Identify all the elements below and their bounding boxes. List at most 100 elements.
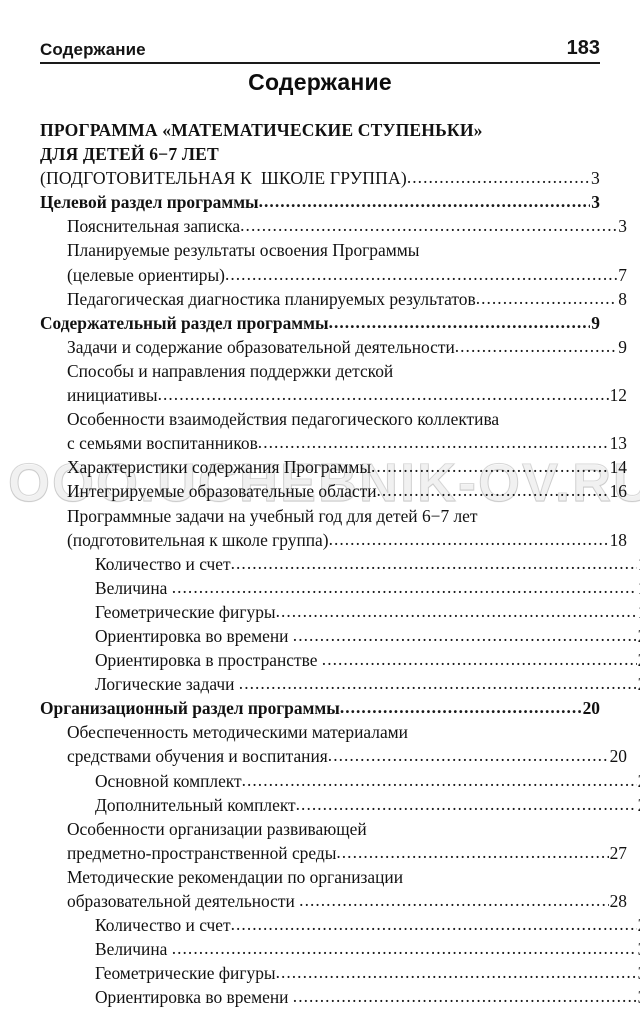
toc-entry-line[interactable]: Количество и счет.......................…	[95, 913, 640, 937]
toc-entry-title: (целевые ориентиры)	[67, 264, 225, 285]
toc-entry-line[interactable]: (ПОДГОТОВИТЕЛЬНАЯ К ШКОЛЕ ГРУППА).......…	[40, 166, 600, 190]
toc-entry-line[interactable]: Пояснительная записка...................…	[67, 214, 627, 238]
document-page: Содержание 183 Содержание OOO.UCHEBNIK-O…	[8, 28, 640, 1007]
toc-entry-line[interactable]: Целевой раздел программы................…	[40, 190, 600, 214]
toc-entry[interactable]: Величина ...............................…	[40, 576, 640, 600]
toc-leader-dots: ........................................…	[295, 793, 637, 814]
toc-entry[interactable]: ПРОГРАММА «МАТЕМАТИЧЕСКИЕ СТУПЕНЬКИ» ДЛЯ …	[40, 118, 600, 190]
toc-entry-line[interactable]: образовательной деятельности ...........…	[67, 889, 627, 913]
toc-entry-title: Характеристики содержания Программы	[67, 457, 372, 478]
toc-entry[interactable]: Ориентировка во времени ................…	[40, 985, 640, 1009]
toc-entry-title: Основной комплект	[95, 770, 242, 791]
toc-entry[interactable]: Величина ...............................…	[40, 937, 640, 961]
toc-leader-dots: ........................................…	[376, 480, 609, 501]
toc-entry-wrapped-line: Планируемые результаты освоения Программ…	[67, 238, 627, 262]
toc-entry[interactable]: Ориентировка во времени ................…	[40, 624, 640, 648]
toc-entry-title: Пояснительная записка	[67, 216, 241, 237]
toc-entry[interactable]: Особенности организации развивающей предм…	[40, 817, 627, 865]
toc-leader-dots: ........................................…	[275, 962, 637, 983]
running-header: Содержание 183	[40, 28, 600, 58]
toc-page-number: 29	[637, 913, 640, 937]
toc-entry-line[interactable]: Геометрические фигуры...................…	[95, 961, 640, 985]
toc-entry-line[interactable]: Интегрируемые образовательные области...…	[67, 479, 627, 503]
toc-entry-title: предметно-пространственной среды	[67, 842, 337, 863]
toc-entry-line[interactable]: Ориентировка во времени ................…	[95, 624, 640, 648]
toc-entry-title: Задачи и содержание образовательной деят…	[67, 336, 455, 357]
toc-page-number: 3	[591, 168, 600, 189]
toc-entry[interactable]: Основной комплект.......................…	[40, 769, 640, 793]
toc-leader-dots: ........................................…	[238, 673, 637, 694]
toc-entry[interactable]: Геометрические фигуры...................…	[40, 961, 640, 985]
toc-entry-line[interactable]: Содержательный раздел программы.........…	[40, 311, 600, 335]
toc-entry-line[interactable]: Количество и счет.......................…	[95, 552, 640, 576]
toc-page-number: 27	[609, 842, 627, 863]
toc-entry[interactable]: Целевой раздел программы................…	[40, 190, 600, 214]
toc-entry-line[interactable]: (подготовительная к школе группа).......…	[67, 528, 627, 552]
toc-entry[interactable]: Задачи и содержание образовательной деят…	[40, 335, 627, 359]
toc-entry[interactable]: Количество и счет.......................…	[40, 552, 640, 576]
toc-entry-line[interactable]: Педагогическая диагностика планируемых р…	[67, 287, 627, 311]
toc-entry[interactable]: Содержательный раздел программы.........…	[40, 311, 600, 335]
toc-entry-line[interactable]: Величина ...............................…	[95, 576, 640, 600]
toc-entry-line[interactable]: предметно-пространственной среды........…	[67, 841, 627, 865]
toc-entry[interactable]: Ориентировка в пространстве ............…	[40, 648, 640, 672]
toc-entry-line[interactable]: Организационный раздел программы........…	[40, 696, 600, 720]
toc-entry[interactable]: Пояснительная записка...................…	[40, 214, 627, 238]
running-header-title: Содержание	[40, 40, 146, 59]
toc-entry-title: Количество и счет	[95, 553, 231, 574]
toc-entry-line[interactable]: инициативы..............................…	[67, 383, 627, 407]
toc-page-number: 28	[609, 891, 627, 911]
toc-entry-wrapped-line: Способы и направления поддержки детской	[67, 359, 627, 383]
toc-entry-title: инициативы	[67, 385, 158, 406]
toc-entry[interactable]: Программные задачи на учебный год для де…	[40, 504, 627, 552]
toc-page-number: 20	[582, 698, 600, 719]
toc-page-number: 7	[618, 264, 627, 285]
toc-entry-line[interactable]: Основной комплект.......................…	[95, 769, 640, 793]
toc-page-number: 20	[637, 624, 640, 648]
toc-page-number: 30	[637, 937, 640, 961]
toc-leader-dots: ........................................…	[328, 311, 591, 332]
toc-entry-text: Особенности взаимодействия педагогическо…	[67, 409, 500, 430]
toc-entry[interactable]: Педагогическая диагностика планируемых р…	[40, 287, 627, 311]
toc-entry-line[interactable]: Задачи и содержание образовательной деят…	[67, 335, 627, 359]
toc-entry-title: Величина	[95, 577, 172, 598]
running-header-page-number: 183	[566, 37, 600, 59]
toc-page-number: 20	[637, 648, 640, 672]
toc-entry[interactable]: Организационный раздел программы........…	[40, 696, 600, 720]
toc-entry-line[interactable]: Величина ...............................…	[95, 937, 640, 961]
toc-entry[interactable]: Характеристики содержания Программы.....…	[40, 455, 627, 479]
toc-entry-line[interactable]: Геометрические фигуры...................…	[95, 600, 640, 624]
toc-page-number: 18	[609, 529, 627, 550]
toc-entry[interactable]: Геометрические фигуры...................…	[40, 600, 640, 624]
toc-entry-line[interactable]: Дополнительный комплект.................…	[95, 793, 640, 817]
toc-page-number: 30	[637, 985, 640, 1009]
toc-leader-dots: ........................................…	[371, 456, 609, 477]
toc-entry-title: Геометрические фигуры	[95, 601, 276, 622]
toc-entry[interactable]: Способы и направления поддержки детской и…	[40, 359, 627, 407]
toc-entry[interactable]: Логические задачи ......................…	[40, 672, 640, 696]
toc-entry-line[interactable]: Ориентировка во времени ................…	[95, 985, 640, 1009]
toc-entry-line[interactable]: Ориентировка в пространстве ............…	[95, 648, 640, 672]
toc-entry[interactable]: Интегрируемые образовательные области...…	[40, 479, 627, 503]
toc-leader-dots: ........................................…	[224, 263, 618, 284]
toc-page-number: 30	[637, 961, 640, 985]
toc-entry[interactable]: Количество и счет.......................…	[40, 913, 640, 937]
toc-entry-line[interactable]: с семьями воспитанников.................…	[67, 431, 627, 455]
toc-entry-line[interactable]: (целевые ориентиры).....................…	[67, 263, 627, 287]
toc-entry-line[interactable]: средствами обучения и воспитания........…	[67, 744, 627, 768]
toc-leader-dots: ........................................…	[275, 600, 637, 621]
toc-entry-line[interactable]: Характеристики содержания Программы.....…	[67, 455, 627, 479]
toc-entry-line[interactable]: Логические задачи ......................…	[95, 672, 640, 696]
toc-leader-dots: ........................................…	[257, 432, 609, 453]
toc-entry[interactable]: Обеспеченность методическими материалами…	[40, 720, 627, 768]
toc-entry-text: ДЛЯ ДЕТЕЙ 6−7 ЛЕТ	[40, 144, 219, 165]
toc-leader-dots: ........................................…	[258, 191, 591, 212]
toc-entry[interactable]: Методические рекомендации по организации…	[40, 865, 627, 913]
toc-leader-dots: ........................................…	[230, 914, 637, 935]
toc-leader-dots: ........................................…	[157, 384, 609, 405]
toc-entry-title: Геометрические фигуры	[95, 963, 276, 984]
toc-entry[interactable]: Дополнительный комплект.................…	[40, 793, 640, 817]
toc-entry[interactable]: Особенности взаимодействия педагогическо…	[40, 407, 627, 455]
toc-entry[interactable]: Планируемые результаты освоения Программ…	[40, 238, 627, 286]
toc-page-number: 3	[591, 192, 600, 213]
